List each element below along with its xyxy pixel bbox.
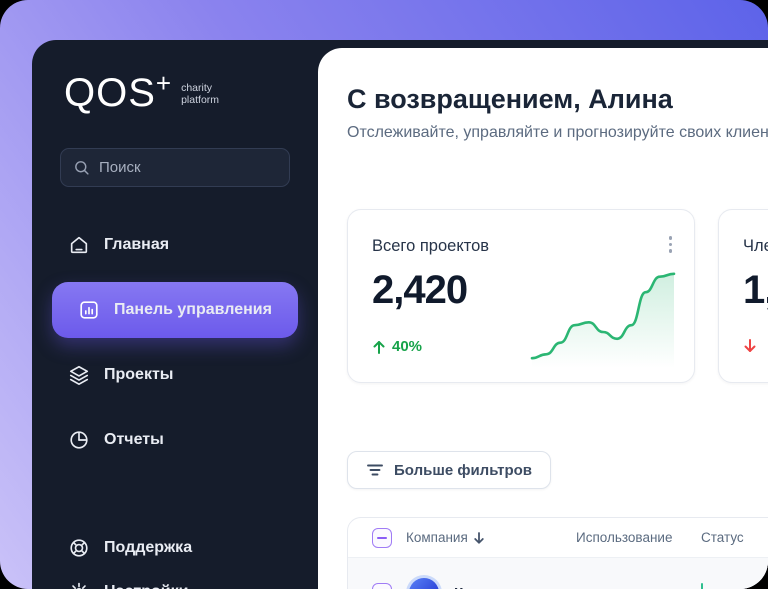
sidebar-item-label: Настройки <box>104 583 188 589</box>
stat-card-title: Всего проектов <box>372 237 490 255</box>
sidebar-item-home[interactable]: Главная <box>32 217 318 273</box>
sidebar-footer-nav: Поддержка Настройки <box>32 526 318 589</box>
sidebar-item-reports[interactable]: Отчеты <box>32 412 318 468</box>
sort-down-icon <box>474 531 484 544</box>
stat-card-trend <box>743 338 763 354</box>
kebab-menu-icon[interactable] <box>667 234 675 255</box>
column-header-usage: Использование <box>576 530 673 545</box>
trend-down-icon <box>744 339 756 352</box>
layers-icon <box>69 365 89 385</box>
filter-icon <box>367 464 383 476</box>
sidebar-nav: Главная Панель управления Проекты Отчеты <box>32 217 318 477</box>
lifebuoy-icon <box>70 539 88 557</box>
main-content: С возвращением, Алина Отслеживайте, упра… <box>318 48 768 589</box>
stat-card-value: 2,420 <box>372 268 468 312</box>
stat-card-value: 1, <box>743 268 768 312</box>
column-header-company[interactable]: Компания <box>406 530 576 545</box>
row-checkbox[interactable] <box>372 583 392 589</box>
sparkline-chart <box>530 272 676 368</box>
sidebar-item-label: Панель управления <box>114 301 272 318</box>
company-name: Каталог <box>454 585 512 589</box>
sidebar-item-projects[interactable]: Проекты <box>32 347 318 403</box>
sidebar-item-label: Главная <box>104 236 170 253</box>
search-placeholder: Поиск <box>99 159 141 176</box>
home-icon <box>70 236 88 254</box>
dashboard-icon <box>80 301 98 319</box>
sidebar: QOS+ charity platform Поиск Главная Пане… <box>32 40 318 589</box>
page-title: С возвращением, Алина <box>347 84 673 114</box>
select-all-checkbox[interactable] <box>372 527 392 548</box>
stat-card-title: Члены <box>743 237 768 255</box>
sidebar-item-dashboard[interactable]: Панель управления <box>52 282 298 338</box>
sidebar-item-label: Проекты <box>104 366 174 383</box>
pie-chart-icon <box>70 431 88 449</box>
status-badge <box>701 583 703 589</box>
sidebar-item-label: Поддержка <box>104 539 193 556</box>
logo-text: QOS+ <box>64 68 173 115</box>
companies-table: Компания Использование Статус Каталог <box>347 517 768 589</box>
app-logo: QOS+ charity platform <box>64 70 219 113</box>
search-input[interactable]: Поиск <box>60 148 290 187</box>
table-row[interactable]: Каталог <box>348 558 768 589</box>
search-icon <box>75 161 89 175</box>
gear-icon <box>72 582 86 589</box>
app-window: QOS+ charity platform Поиск Главная Пане… <box>32 40 768 589</box>
stat-card-trend: 40% <box>372 338 422 355</box>
logo-plus: + <box>155 68 173 98</box>
trend-up-icon <box>373 340 385 354</box>
more-filters-button[interactable]: Больше фильтров <box>347 451 552 489</box>
sidebar-item-support[interactable]: Поддержка <box>32 526 318 570</box>
company-avatar <box>406 575 442 589</box>
logo-tagline: charity platform <box>181 81 220 106</box>
table-header: Компания Использование Статус <box>348 518 768 558</box>
sidebar-item-settings[interactable]: Настройки <box>32 570 318 589</box>
sidebar-item-label: Отчеты <box>104 431 164 448</box>
stat-card-members: Члены 1, <box>718 209 768 383</box>
stat-card-total-projects: Всего проектов 2,420 40% <box>347 209 695 383</box>
column-header-status: Статус <box>701 530 744 545</box>
page-subtitle: Отслеживайте, управляйте и прогнозируйте… <box>347 124 768 141</box>
